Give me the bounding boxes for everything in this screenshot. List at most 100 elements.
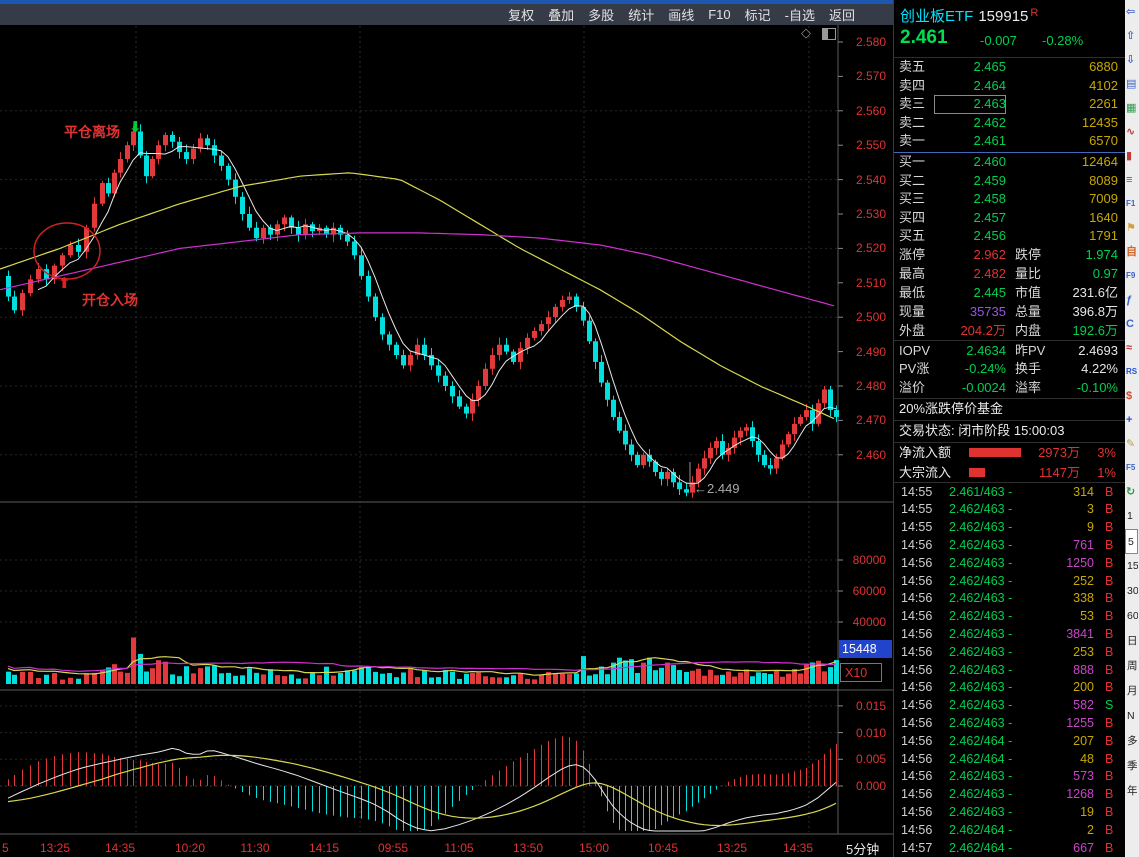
finance-icon[interactable]: F9: [1126, 271, 1136, 280]
ask-row-3[interactable]: 卖三 2.463 2261: [894, 95, 1126, 114]
down-icon[interactable]: ⇩: [1126, 54, 1136, 66]
formula-icon[interactable]: ƒ: [1126, 294, 1133, 306]
tick-side: B: [1105, 680, 1114, 695]
bid-row-2[interactable]: 买二 2.459 8089: [894, 172, 1126, 191]
period-button-年[interactable]: 年: [1127, 785, 1138, 797]
period-button-多[interactable]: 多: [1127, 735, 1138, 747]
f5-icon[interactable]: F5: [1126, 463, 1136, 472]
rs-icon[interactable]: RS: [1126, 367, 1138, 376]
panel-toggle-icon[interactable]: [822, 28, 836, 40]
menu-item-叠加[interactable]: 叠加: [548, 8, 575, 23]
last-price: 2.461: [900, 27, 948, 48]
bid-level-label: 买五: [899, 228, 926, 244]
menu-item-多股[interactable]: 多股: [588, 8, 615, 23]
section-divider: [894, 482, 1126, 483]
table-icon[interactable]: ▦: [1126, 102, 1137, 114]
menu-item-画线[interactable]: 画线: [668, 8, 695, 23]
tick-volume: 200: [1073, 680, 1094, 695]
stat-row: 外盘 204.2万 内盘 192.6万: [894, 322, 1126, 341]
flow-value: 1147万: [1039, 464, 1080, 480]
period-button-1[interactable]: 1: [1127, 510, 1133, 522]
tick-side: B: [1105, 609, 1114, 624]
ask-row-5[interactable]: 卖五 2.465 6880: [894, 58, 1126, 77]
tick-price: 2.462/463 -: [949, 787, 1013, 802]
ask-row-1[interactable]: 卖一 2.461 6570: [894, 132, 1126, 151]
tick-side: B: [1105, 591, 1114, 606]
stat-label: 最低: [899, 284, 926, 300]
tick-volume: 207: [1073, 733, 1094, 748]
tick-time: 14:56: [901, 537, 933, 552]
tick-price: 2.462/463 -: [949, 644, 1013, 659]
refresh-icon[interactable]: ↻: [1126, 486, 1136, 498]
chart-period-label[interactable]: 5分钟: [846, 842, 880, 857]
kline-icon[interactable]: ▮: [1126, 150, 1133, 162]
tick-time: 14:56: [901, 591, 933, 606]
ask-volume: 4102: [1089, 77, 1118, 93]
tick-side: S: [1105, 698, 1114, 713]
iopv-row: IOPV 2.4634 昨PV 2.4693: [894, 342, 1126, 361]
period-button-15[interactable]: 15: [1127, 560, 1138, 572]
tick-volume: 3841: [1066, 626, 1094, 641]
tick-volume: 9: [1087, 520, 1094, 535]
tick-time: 14:56: [901, 822, 933, 837]
back-icon[interactable]: ⇦: [1126, 6, 1136, 18]
bid-row-1[interactable]: 买一 2.460 12464: [894, 153, 1126, 172]
stat-row: 涨停 2.962 跌停 1.974: [894, 246, 1126, 265]
period-button-5[interactable]: 5: [1125, 529, 1138, 554]
period-button-30[interactable]: 30: [1127, 585, 1138, 597]
bid-volume: 1640: [1089, 209, 1118, 225]
menu-item-复权[interactable]: 复权: [508, 8, 535, 23]
ask-row-2[interactable]: 卖二 2.462 12435: [894, 114, 1126, 133]
bid-row-5[interactable]: 买五 2.456 1791: [894, 227, 1126, 246]
compare-icon[interactable]: C: [1126, 318, 1134, 330]
fund-icon[interactable]: 自: [1126, 246, 1137, 258]
stat-label: 最高: [899, 265, 926, 281]
section-divider: [894, 441, 1126, 443]
line-chart-icon[interactable]: ∿: [1126, 126, 1136, 138]
wave-icon[interactable]: ≈: [1126, 342, 1133, 354]
flow-value: 2973万: [1038, 445, 1080, 460]
iopv-value: -0.10%: [1076, 379, 1118, 395]
tick-row: 14:56 2.462/463 - 53 B: [894, 608, 1126, 626]
tick-side: B: [1105, 537, 1114, 552]
menu-item-返回[interactable]: 返回: [828, 8, 855, 23]
menu-item-F10[interactable]: F10: [708, 7, 731, 22]
up-icon[interactable]: ⇧: [1126, 30, 1136, 42]
tick-price: 2.462/463 -: [949, 698, 1013, 713]
move-icon[interactable]: +: [1126, 414, 1133, 426]
tick-row: 14:56 2.462/464 - 207 B: [894, 733, 1126, 751]
menu-item--自选[interactable]: -自选: [784, 8, 815, 23]
iopv-label: 换手: [1015, 361, 1042, 377]
kline-chart-canvas[interactable]: [0, 0, 893, 857]
section-divider: [894, 419, 1126, 421]
flag-icon[interactable]: ⚑: [1126, 222, 1136, 234]
diamond-marker-icon[interactable]: ◇: [801, 25, 811, 40]
quote-list-icon[interactable]: ▤: [1126, 78, 1137, 90]
tick-time: 14:56: [901, 787, 933, 802]
menu-item-标记[interactable]: 标记: [744, 8, 771, 23]
bid-price: 2.459: [973, 172, 1006, 188]
period-button-月[interactable]: 月: [1127, 685, 1138, 697]
pencil-icon[interactable]: ✎: [1126, 438, 1136, 450]
period-button-日[interactable]: 日: [1127, 635, 1138, 647]
tick-side: B: [1105, 715, 1114, 730]
ask-row-4[interactable]: 卖四 2.464 4102: [894, 77, 1126, 96]
period-button-季[interactable]: 季: [1127, 760, 1138, 772]
bid-row-4[interactable]: 买四 2.457 1640: [894, 209, 1126, 228]
info-list-icon[interactable]: ≡: [1126, 174, 1133, 186]
period-button-60[interactable]: 60: [1127, 610, 1138, 622]
f10-icon[interactable]: F1: [1126, 199, 1136, 208]
period-button-N[interactable]: N: [1127, 710, 1135, 722]
money-icon[interactable]: $: [1126, 390, 1133, 402]
tick-time: 14:56: [901, 573, 933, 588]
period-button-周[interactable]: 周: [1127, 660, 1138, 672]
ask-volume: 6880: [1089, 59, 1118, 74]
menu-item-统计[interactable]: 统计: [628, 8, 655, 23]
ask-volume: 2261: [1089, 96, 1118, 112]
bid-row-3[interactable]: 买三 2.458 7009: [894, 190, 1126, 209]
bid-price: 2.456: [973, 228, 1006, 244]
entry-annotation-label: 开仓入场: [82, 292, 138, 308]
ask-level-label: 卖二: [899, 114, 926, 130]
